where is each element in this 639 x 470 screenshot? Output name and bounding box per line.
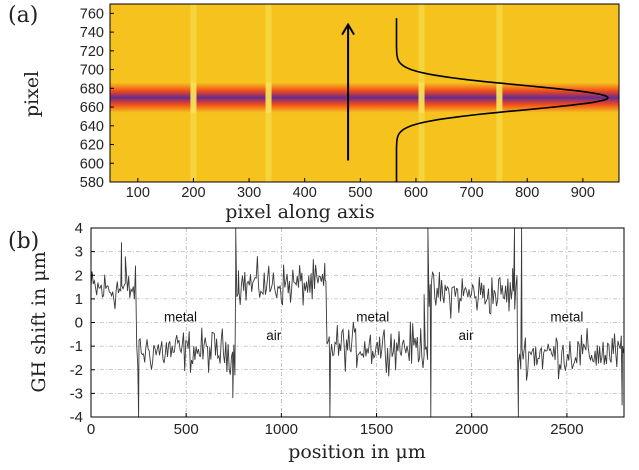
y-tick-label: 720 bbox=[80, 44, 104, 60]
y-tick-label: 700 bbox=[80, 63, 104, 79]
y-tick-label: 640 bbox=[80, 119, 104, 135]
gap-band-mark-3 bbox=[418, 82, 425, 113]
y-tick-label: 2 bbox=[75, 267, 83, 284]
y-tick-label: -4 bbox=[70, 409, 83, 426]
y-tick-label: -1 bbox=[70, 338, 83, 355]
panel-a-heatmap: 100 200 300 400 500 600 700 800 900 580 600 620 640 6… bbox=[80, 3, 620, 201]
x-tick-label: 2000 bbox=[455, 421, 488, 438]
region-label-metal: metal bbox=[164, 309, 197, 324]
y-tick-label: 580 bbox=[80, 175, 104, 191]
x-tick-label: 500 bbox=[174, 421, 199, 438]
x-tick-label: 2500 bbox=[550, 421, 583, 438]
y-tick-label: 600 bbox=[80, 156, 104, 172]
y-tick-label: -3 bbox=[70, 385, 83, 402]
x-tick-label: 1000 bbox=[265, 421, 298, 438]
beam-profile-curve bbox=[395, 18, 609, 182]
x-tick-label: 900 bbox=[571, 185, 595, 201]
y-tick-label: 3 bbox=[75, 244, 83, 261]
panel-b-label: (b) bbox=[8, 229, 39, 254]
x-tick-label: 700 bbox=[459, 185, 483, 201]
y-tick-label: 1 bbox=[75, 291, 83, 308]
x-tick-label: 200 bbox=[181, 185, 205, 201]
x-tick-label: 1500 bbox=[360, 421, 393, 438]
panel-a-label: (a) bbox=[8, 3, 38, 28]
gap-band-mark-4 bbox=[496, 82, 503, 113]
panel-a-x-axis-title: pixel along axis bbox=[225, 201, 374, 223]
arrow-head bbox=[341, 22, 355, 36]
y-tick-label: 620 bbox=[80, 138, 104, 154]
y-tick-label: 760 bbox=[80, 6, 104, 22]
gap-band-mark-2 bbox=[265, 82, 272, 113]
x-tick-label: 300 bbox=[237, 185, 261, 201]
gap-band-mark-1 bbox=[190, 82, 197, 113]
gh-shift-trace bbox=[91, 228, 624, 417]
y-tick-label: 0 bbox=[75, 315, 83, 332]
panel-b-y-axis-title: GH shift in μm bbox=[28, 251, 50, 392]
x-tick-label: 500 bbox=[348, 185, 372, 201]
panel-a-plot-area bbox=[110, 4, 619, 182]
panel-b-line-chart: metal air metal air metal 0 500 1000 1500 2000 250… bbox=[70, 220, 625, 438]
region-label-metal: metal bbox=[356, 309, 389, 324]
panel-a-frame bbox=[109, 3, 620, 183]
y-tick-label: -2 bbox=[70, 362, 83, 379]
y-tick-label: 660 bbox=[80, 100, 104, 116]
region-label-metal: metal bbox=[550, 309, 583, 324]
x-tick-label: 800 bbox=[515, 185, 539, 201]
x-tick-label: 400 bbox=[293, 185, 317, 201]
region-label-air: air bbox=[458, 328, 474, 343]
y-tick-label: 740 bbox=[80, 25, 104, 41]
x-tick-label: 100 bbox=[126, 185, 150, 201]
y-tick-label: 680 bbox=[80, 81, 104, 97]
panel-a-y-axis-title: pixel bbox=[21, 71, 43, 117]
panel-b-x-axis-title: position in μm bbox=[288, 441, 426, 463]
y-tick-label: 4 bbox=[75, 220, 83, 237]
x-tick-label: 600 bbox=[404, 185, 428, 201]
panel-b-trace-area bbox=[91, 228, 624, 417]
region-label-air: air bbox=[266, 328, 282, 343]
x-tick-label: 0 bbox=[87, 421, 95, 438]
